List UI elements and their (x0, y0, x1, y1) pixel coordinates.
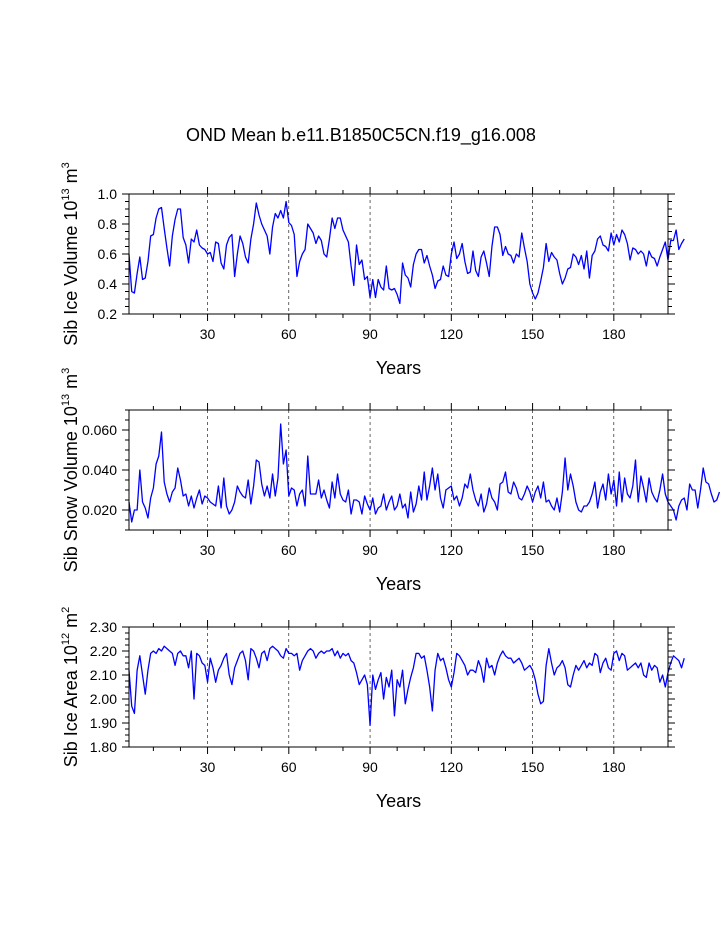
x-tick-label-150: 150 (521, 759, 545, 775)
x-tick-label-180: 180 (602, 326, 626, 342)
sib-snow-volume-plot-frame (128, 409, 669, 531)
x-tick-label-30: 30 (200, 759, 216, 775)
y-axis-label: Sib Ice Area 1012 m2 (60, 607, 81, 767)
y-axis-label-unit-exponent: 3 (60, 368, 72, 374)
y-axis-label-base: Sib Ice Volume 10 (61, 201, 81, 346)
x-tick-label-150: 150 (521, 542, 545, 558)
y-tick-label-0.8: 0.8 (98, 216, 118, 232)
sib-snow-volume-panel: 30 60 90 120 150 180 0.020 0.040 0.060 Years Sib S… (60, 368, 721, 594)
y-tick-label-0.020: 0.020 (82, 502, 117, 518)
x-axis-label: Years (376, 358, 421, 378)
x-tick-label-90: 90 (362, 542, 378, 558)
x-tick-label-90: 90 (362, 759, 378, 775)
x-tick-label-150: 150 (521, 326, 545, 342)
sib-ice-volume-panel: 30 60 90 120 150 180 0.2 0.4 0.6 0.8 1.0 Years Sib I… (60, 162, 685, 378)
y-axis-label-base: Sib Snow Volume 10 (61, 406, 81, 572)
y-axis-label-base: Sib Ice Area 10 (61, 645, 81, 767)
y-axis-label-unit: m (61, 168, 81, 188)
x-tick-label-120: 120 (440, 542, 464, 558)
y-axis-label-unit-exponent: 3 (60, 162, 72, 168)
y-tick-label-0.040: 0.040 (82, 462, 117, 478)
sib-ice-area-panel: 30 60 90 120 150 180 1.80 1.90 2.00 2.10 2.20 2.30 Y… (60, 607, 685, 811)
y-tick-label-2.30: 2.30 (90, 619, 117, 635)
y-tick-label-1.90: 1.90 (90, 715, 117, 731)
x-axis-label: Years (376, 791, 421, 811)
y-tick-label-0.4: 0.4 (98, 276, 118, 292)
x-tick-label-120: 120 (440, 326, 464, 342)
sib-snow-volume-series-line (128, 423, 721, 523)
y-tick-label-0.2: 0.2 (98, 306, 118, 322)
y-tick-label-2.00: 2.00 (90, 691, 117, 707)
figure-title: OND Mean b.e11.B1850C5CN.f19_g16.008 (186, 125, 536, 146)
sib-ice-area-plot-frame (128, 626, 669, 748)
y-axis-label-exponent: 13 (60, 394, 72, 406)
y-axis-label-exponent: 13 (60, 188, 72, 200)
y-tick-label-0.060: 0.060 (82, 422, 117, 438)
x-tick-label-90: 90 (362, 326, 378, 342)
sib-ice-volume-series-line (128, 200, 685, 305)
y-axis-label-unit-exponent: 2 (60, 607, 72, 613)
x-tick-label-60: 60 (281, 542, 297, 558)
x-tick-label-60: 60 (281, 326, 297, 342)
y-axis-label-unit: m (61, 374, 81, 394)
y-tick-label-0.6: 0.6 (98, 246, 118, 262)
sib-ice-area-series-line (128, 645, 685, 727)
x-tick-label-30: 30 (200, 326, 216, 342)
x-tick-label-180: 180 (602, 759, 626, 775)
x-tick-label-180: 180 (602, 542, 626, 558)
y-tick-label-1.0: 1.0 (98, 186, 118, 202)
x-tick-label-30: 30 (200, 542, 216, 558)
x-tick-label-120: 120 (440, 759, 464, 775)
x-axis-label: Years (376, 574, 421, 594)
y-axis-label: Sib Snow Volume 1013 m3 (60, 368, 81, 572)
y-tick-label-1.80: 1.80 (90, 739, 117, 755)
x-tick-label-60: 60 (281, 759, 297, 775)
y-tick-label-2.10: 2.10 (90, 667, 117, 683)
y-axis-label: Sib Ice Volume 1013 m3 (60, 162, 81, 345)
y-tick-label-2.20: 2.20 (90, 643, 117, 659)
y-axis-label-unit: m (61, 613, 81, 633)
y-axis-label-exponent: 12 (60, 633, 72, 645)
